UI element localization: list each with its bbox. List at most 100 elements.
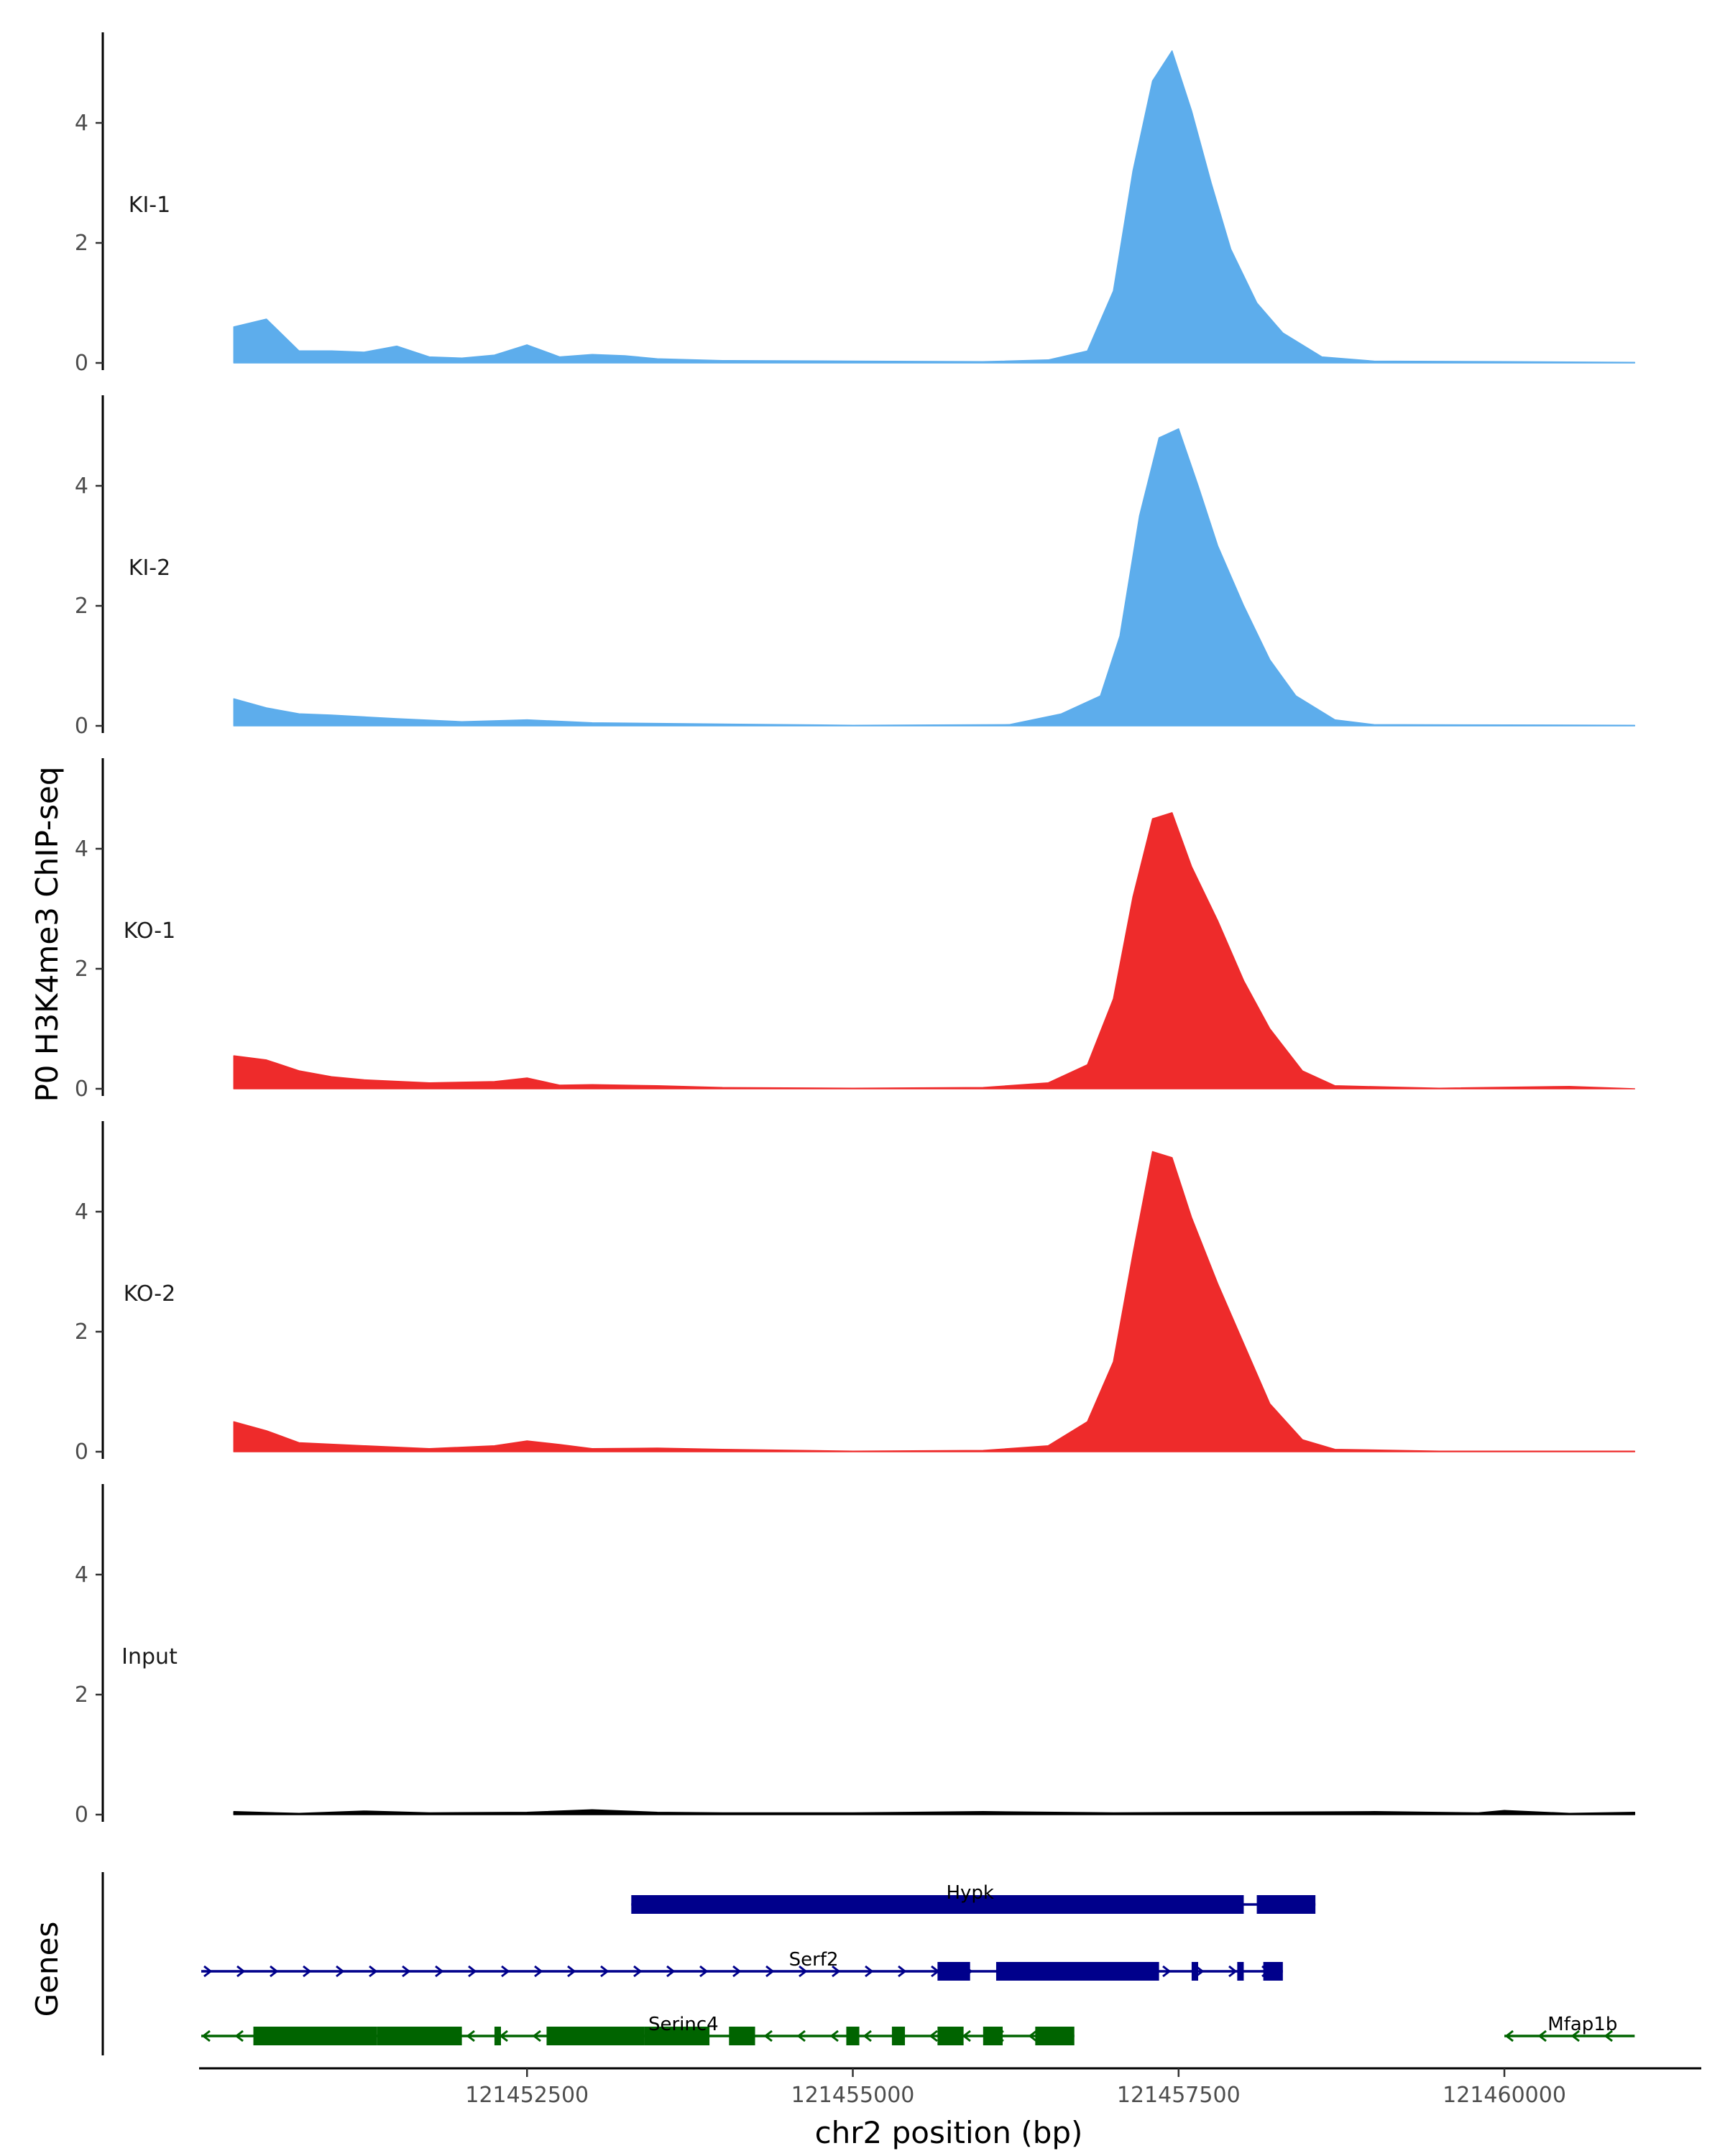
strand-arrow: [466, 2030, 475, 2042]
signal-tracks: 0 2 4 KI-1 0 2 4 KI-2 0 2 4 KO-1 0 2 4 KO-2 0 2 4 Input: [75, 32, 1636, 1828]
strand-arrow: [369, 1965, 378, 1978]
strand-arrow: [270, 1965, 279, 1978]
x-axis: 121452500 121455000 121457500 121460000: [199, 2067, 1701, 2108]
gene-serf2: Serf2: [201, 1949, 1283, 1981]
strand-arrow: [468, 1965, 477, 1978]
strand-arrow: [600, 1965, 610, 1978]
x-tick-label: 121452500: [465, 2083, 589, 2108]
exon: [983, 2027, 1003, 2045]
signal-area: [233, 50, 1636, 364]
signal-area: [233, 812, 1636, 1089]
exon: [546, 2027, 645, 2045]
track-label: KI-1: [129, 193, 170, 218]
gene-serinc4: Serinc4: [201, 2014, 1075, 2045]
strand-arrow: [1570, 2030, 1580, 2042]
track-label: KO-2: [124, 1281, 175, 1307]
strand-arrow: [234, 2030, 244, 2042]
strand-arrow: [763, 2030, 773, 2042]
strand-arrow: [765, 1965, 775, 1978]
y-tick-label: 4: [75, 837, 88, 862]
y-tick-label: 2: [75, 594, 88, 619]
strand-arrow: [1537, 2030, 1547, 2042]
exon: [631, 1895, 1244, 1914]
track-label: KO-1: [124, 918, 175, 944]
y-tick-label: 2: [75, 1682, 88, 1708]
strand-arrow: [402, 1965, 411, 1978]
exon: [1263, 1962, 1283, 1981]
gene-label: Serf2: [789, 1949, 839, 1971]
exon: [729, 2027, 755, 2045]
x-tick-label: 121457500: [1117, 2083, 1241, 2108]
strand-arrow: [862, 2030, 872, 2042]
y-axis-title: P0 H3K4me3 ChIP-seq: [29, 766, 65, 1102]
strand-arrow: [962, 2030, 971, 2042]
y-tick-label: 4: [75, 1199, 88, 1225]
strand-arrow: [929, 2030, 938, 2042]
gene-mfap1b: Mfap1b: [1504, 2014, 1635, 2042]
gene-label: Serinc4: [648, 2014, 719, 2035]
strand-arrow: [201, 2030, 211, 2042]
y-tick-label: 4: [75, 111, 88, 136]
exon: [937, 1962, 970, 1981]
track-ko-1: 0 2 4 KO-1: [75, 758, 1636, 1102]
gene-label: Hypk: [946, 1882, 994, 1904]
strand-arrow: [1162, 1965, 1172, 1978]
track-input: 0 2 4 Input: [75, 1484, 1636, 1828]
track-label: Input: [121, 1644, 178, 1669]
y-tick-label: 2: [75, 231, 88, 256]
y-tick-label: 4: [75, 1562, 88, 1588]
exon: [995, 1962, 1159, 1981]
x-tick-label: 121460000: [1443, 2083, 1566, 2108]
signal-area: [233, 428, 1636, 727]
gene-hypk: Hypk: [631, 1882, 1316, 1914]
signal-area: [233, 1151, 1636, 1452]
y-tick-label: 4: [75, 474, 88, 499]
strand-arrow: [336, 1965, 345, 1978]
y-tick-label: 2: [75, 1319, 88, 1345]
strand-arrow: [796, 2030, 806, 2042]
exon: [937, 2027, 964, 2045]
y-tick-label: 0: [75, 1077, 88, 1102]
track-ki-1: 0 2 4 KI-1: [75, 32, 1636, 376]
exon: [644, 2027, 710, 2045]
strand-arrow: [567, 1965, 576, 1978]
strand-arrow: [1228, 1965, 1238, 1978]
strand-arrow: [1604, 2030, 1613, 2042]
strand-arrow: [1195, 1965, 1205, 1978]
strand-arrow: [532, 2030, 541, 2042]
x-tick-label: 121455000: [791, 2083, 915, 2108]
exon: [253, 2027, 377, 2045]
strand-arrow: [1504, 2030, 1514, 2042]
exon: [846, 2027, 860, 2045]
exon: [891, 2027, 906, 2045]
strand-arrow: [732, 1965, 742, 1978]
exon: [377, 2027, 462, 2045]
strand-arrow: [501, 1965, 510, 1978]
exon: [1237, 1962, 1244, 1981]
strand-arrow: [898, 1965, 907, 1978]
strand-arrow: [303, 1965, 312, 1978]
strand-arrow: [832, 1965, 841, 1978]
strand-arrow: [666, 1965, 676, 1978]
strand-arrow: [534, 1965, 543, 1978]
y-tick-label: 0: [75, 351, 88, 376]
track-ko-2: 0 2 4 KO-2: [75, 1121, 1636, 1465]
strand-arrow: [799, 1965, 808, 1978]
strand-arrow: [1028, 2030, 1037, 2042]
y-tick-label: 0: [75, 1802, 88, 1828]
exon: [494, 2027, 501, 2045]
track-label: KI-2: [129, 556, 170, 581]
strand-arrow: [435, 1965, 444, 1978]
genes-track-title: Genes: [29, 1922, 65, 2017]
strand-arrow: [203, 1965, 213, 1978]
y-tick-label: 0: [75, 1439, 88, 1465]
track-ki-2: 0 2 4 KI-2: [75, 395, 1636, 739]
exon: [1256, 1895, 1316, 1914]
strand-arrow: [829, 2030, 839, 2042]
y-tick-label: 0: [75, 714, 88, 739]
strand-arrow: [633, 1965, 643, 1978]
strand-arrow: [699, 1965, 709, 1978]
genes-track: Hypk Serf2 Serinc4 Mfap1b: [101, 1872, 1635, 2055]
exon: [1035, 2027, 1075, 2045]
